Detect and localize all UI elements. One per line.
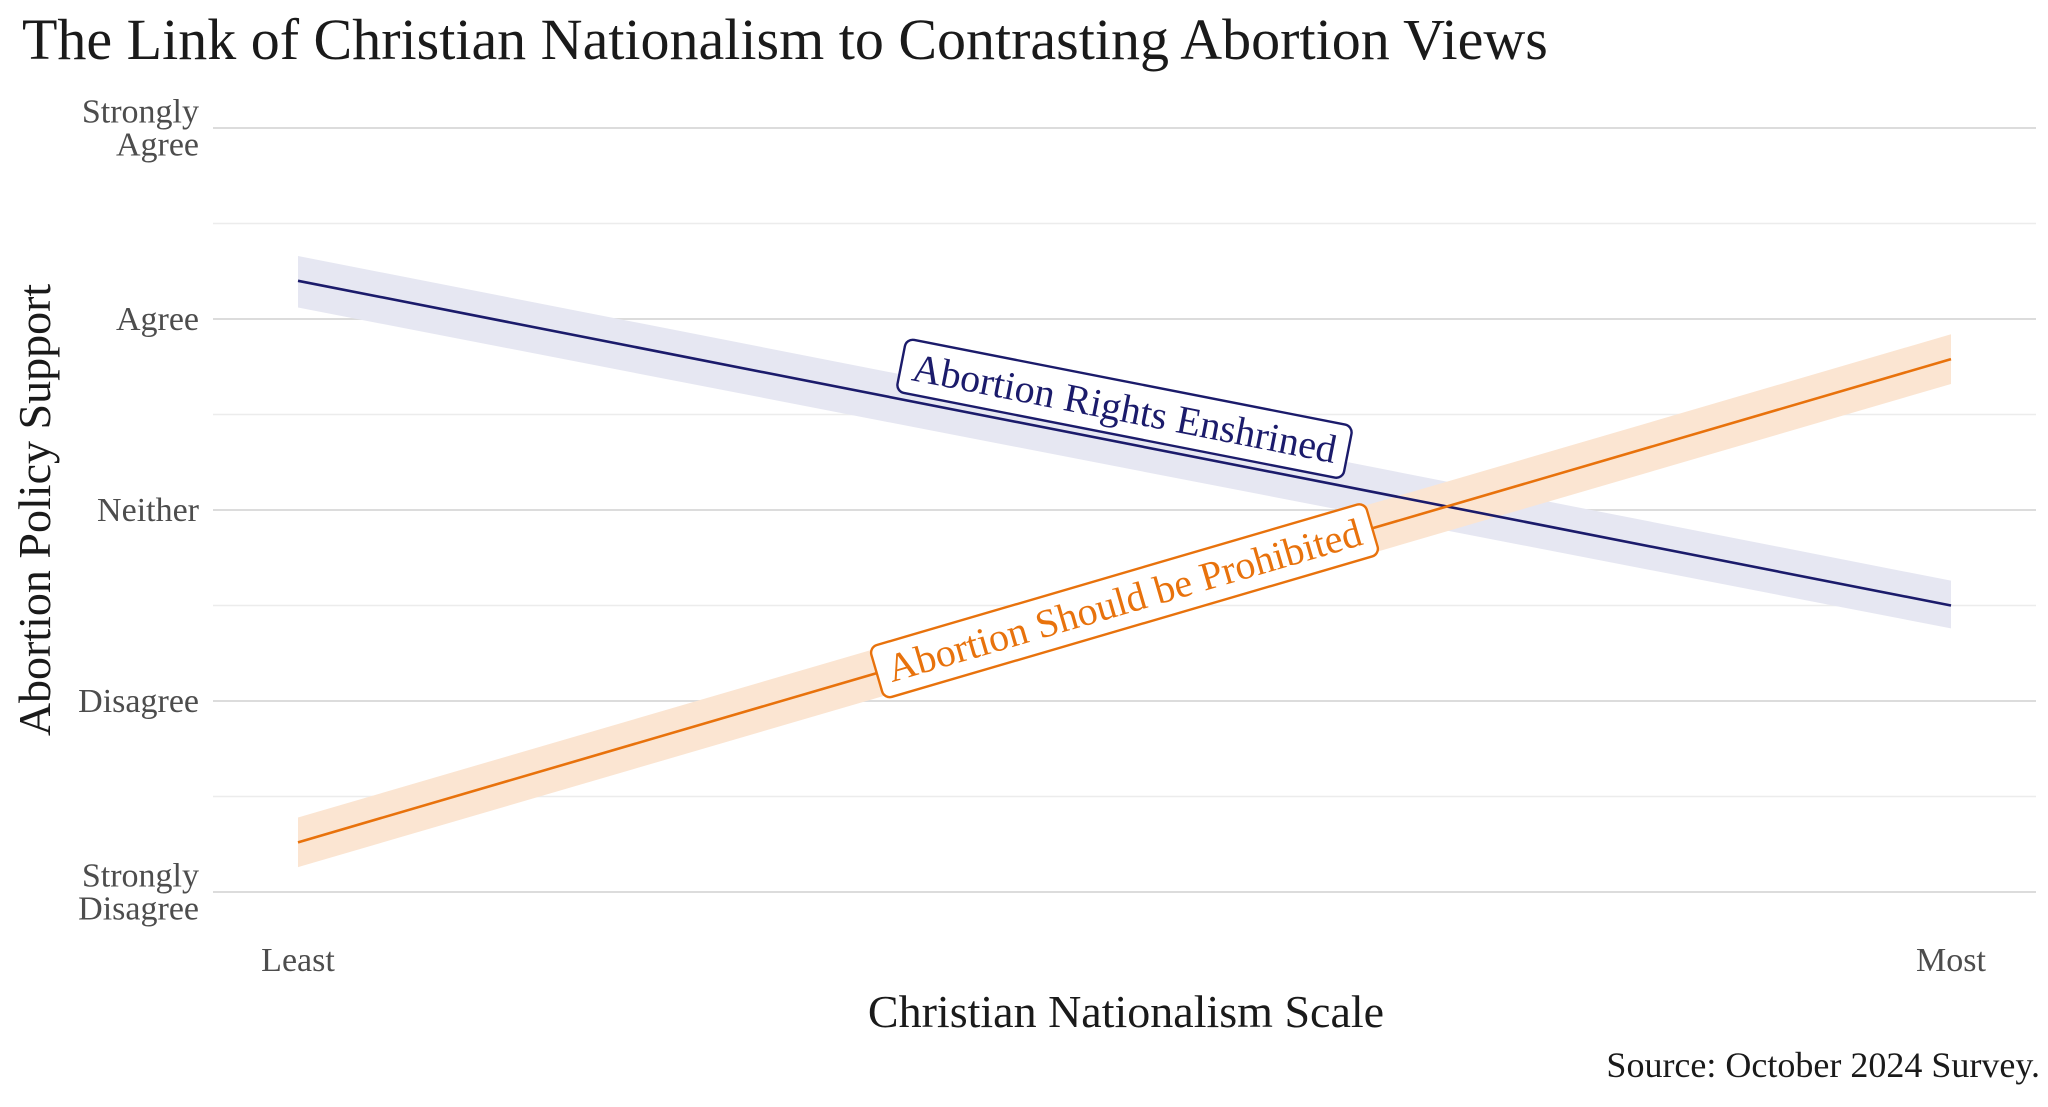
series-label-box: [896, 338, 1353, 479]
x-axis-title: Christian Nationalism Scale: [868, 986, 1384, 1037]
series-label: Abortion Should be Prohibited: [869, 503, 1380, 699]
y-tick-label: Strongly Agree: [82, 94, 199, 164]
x-tick-labels: Least Most: [261, 942, 1986, 979]
y-tick-label: Agree: [116, 301, 199, 338]
y-tick-label: Strongly Disagree: [78, 858, 199, 928]
confidence-bands: [298, 255, 1951, 868]
x-tick-label: Least: [261, 942, 335, 979]
y-axis-title: Abortion Policy Support: [9, 284, 60, 737]
x-tick-label: Most: [1916, 942, 1986, 979]
y-tick-label: Disagree: [78, 683, 199, 720]
y-tick-label: Neither: [97, 492, 200, 529]
source-note: Source: October 2024 Survey.: [1606, 1045, 2040, 1085]
y-tick-labels: Strongly Disagree Disagree Neither Agree Stro…: [78, 94, 200, 928]
series-label-box: [869, 503, 1380, 699]
series-line: [297, 279, 1952, 607]
chart-title: The Link of Christian Nationalism to Con…: [22, 7, 1548, 72]
series-label-text: Abortion Should be Prohibited: [882, 510, 1367, 691]
